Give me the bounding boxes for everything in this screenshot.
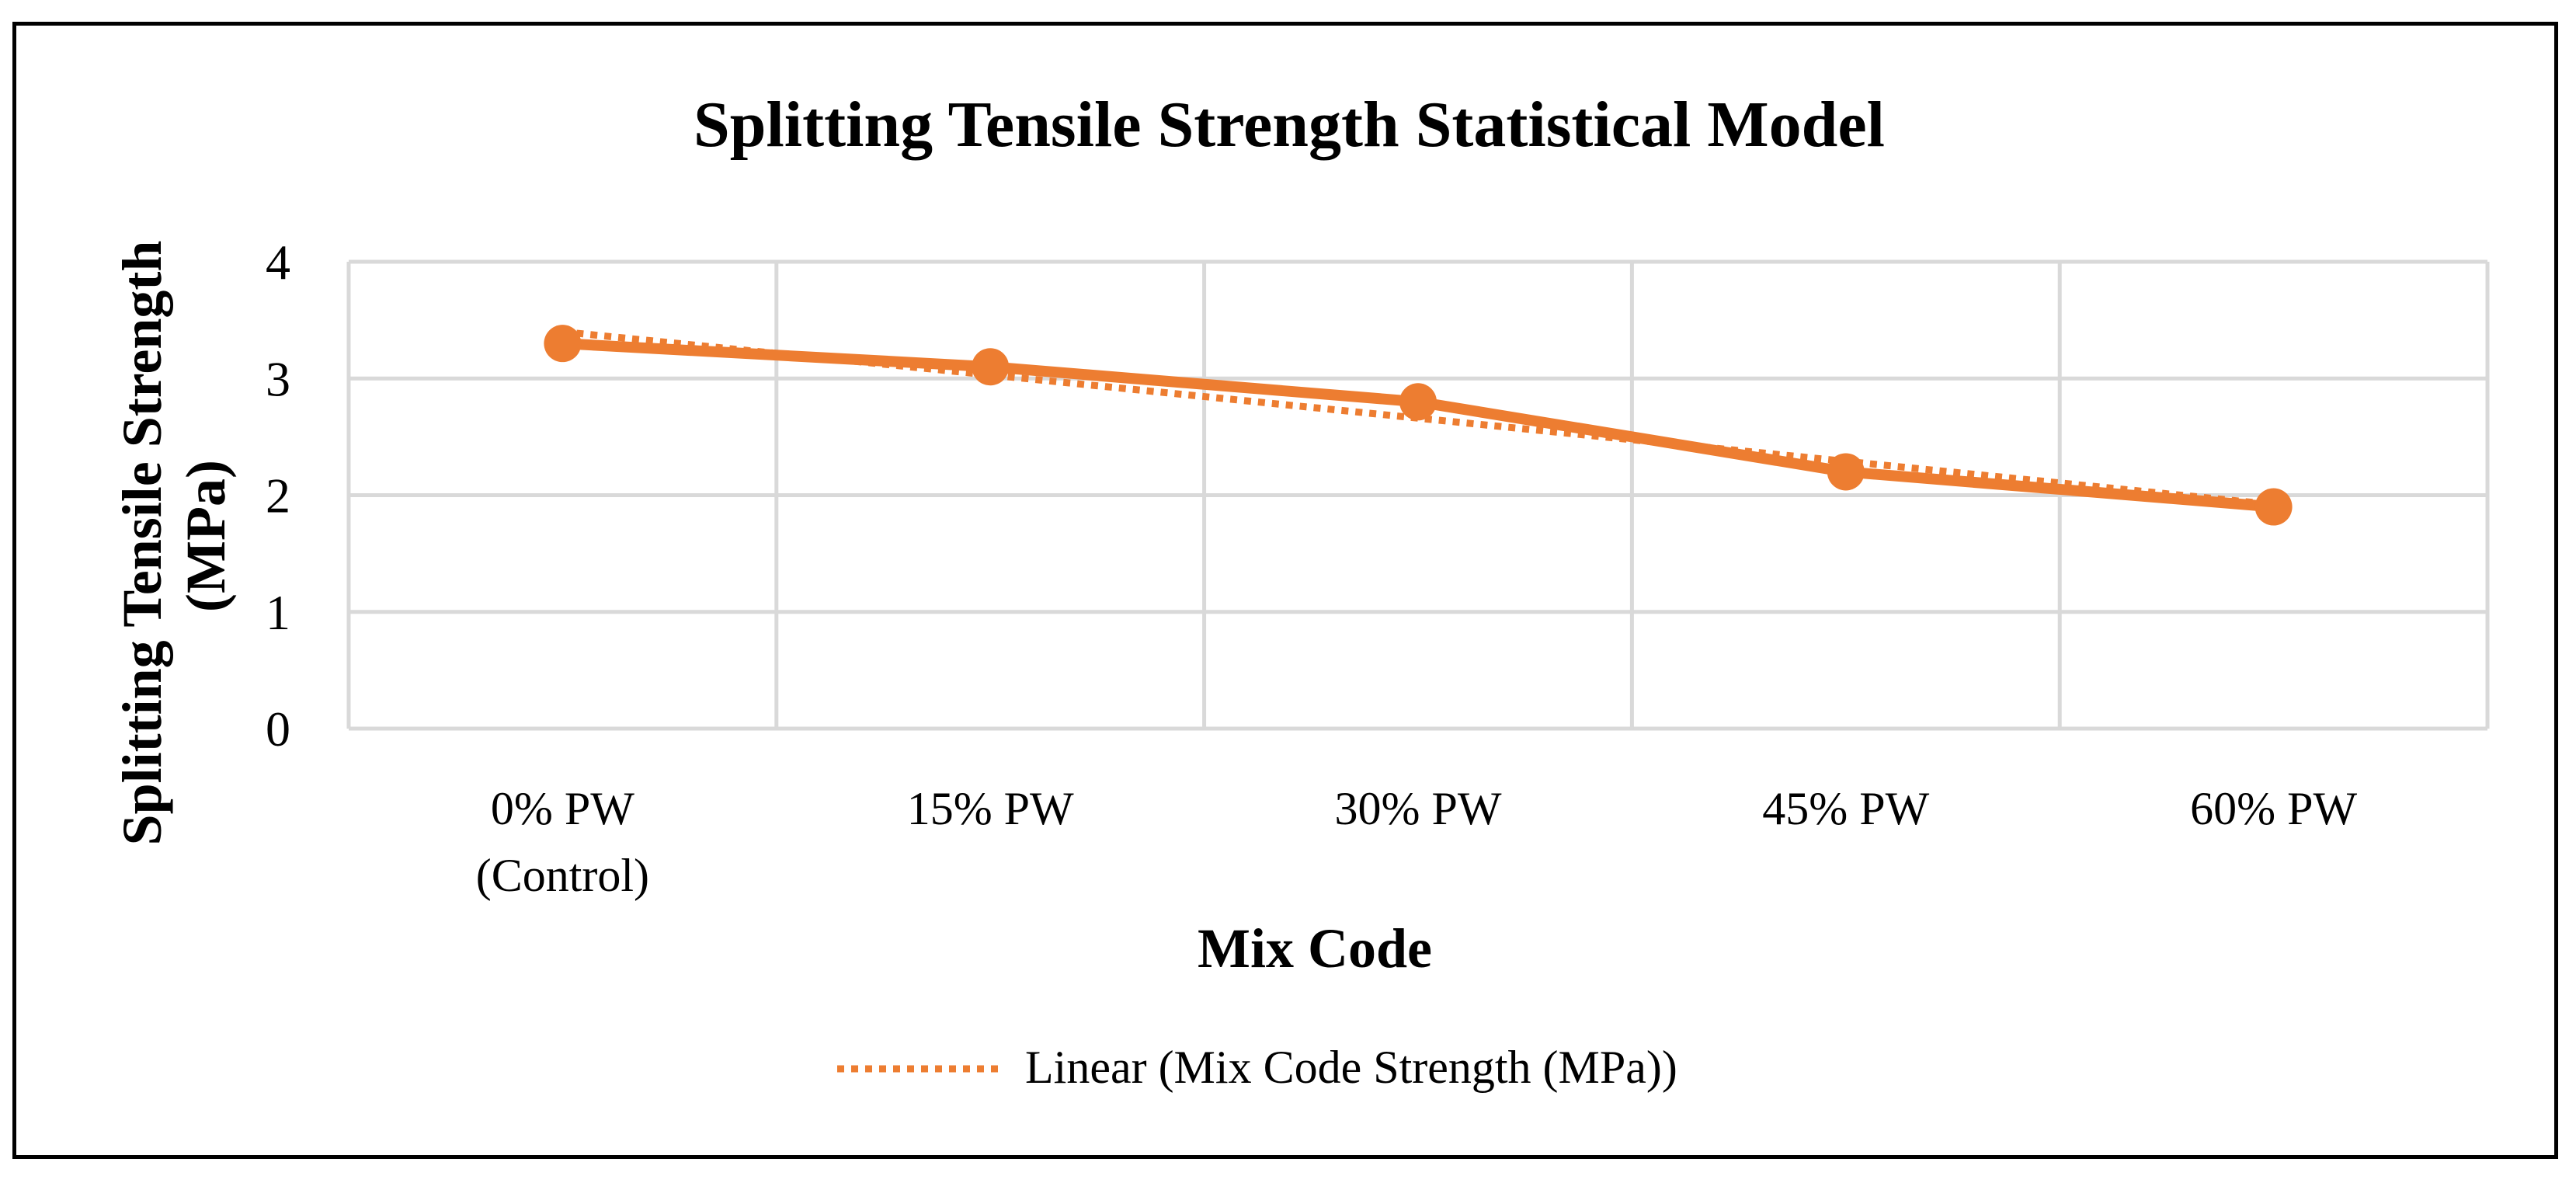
y-axis-label-line-1: Splitting Tensile Strength [111,241,173,846]
y-tick-label-4: 4 [266,235,290,290]
x-tick-label-3-0: 45% PW [1762,783,1929,834]
series [544,325,2293,526]
y-axis-label: Splitting Tensile Strength (MPa) [111,227,237,846]
data-point-2 [1399,383,1437,421]
data-point-0 [544,325,582,363]
legend: Linear (Mix Code Strength (MPa)) [837,1042,1677,1093]
data-point-4 [2254,488,2293,526]
x-axis-label: Mix Code [1198,917,1432,979]
gridlines [346,259,2490,731]
x-axis-ticks: 0% PW (Control) 15% PW 30% PW 45% PW 60% PW [476,783,2358,901]
x-tick-label-2-0: 30% PW [1335,783,1502,834]
y-axis-label-line-2: (MPa) [175,460,237,612]
x-tick-label-0-1: (Control) [476,850,649,901]
data-point-3 [1827,453,1865,491]
legend-label-trendline: Linear (Mix Code Strength (MPa)) [1025,1042,1677,1093]
x-tick-label-1-0: 15% PW [907,783,1074,834]
y-tick-label-3: 3 [266,351,290,406]
x-tick-label-0-0: 0% PW [491,783,634,834]
data-point-1 [972,348,1010,386]
y-tick-label-1: 1 [266,585,290,640]
chart-frame [12,22,2558,1159]
series-line [557,338,2279,513]
y-axis-ticks: 0 1 2 3 4 [266,235,290,757]
x-tick-label-4-0: 60% PW [2190,783,2357,834]
y-tick-label-0: 0 [266,701,290,757]
y-tick-label-2: 2 [266,468,290,524]
chart-title: Splitting Tensile Strength Statistical M… [694,89,1885,161]
